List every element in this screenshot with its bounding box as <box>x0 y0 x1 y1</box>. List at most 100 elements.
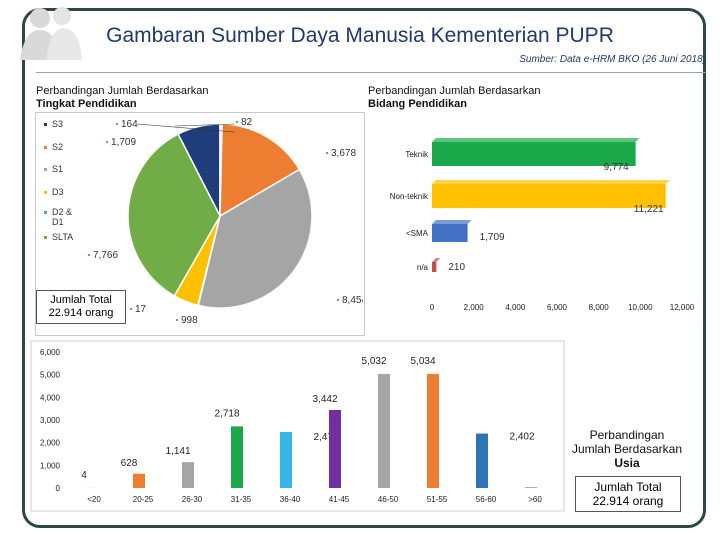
pie-data-label: 3,678 <box>331 148 356 159</box>
age-y-tick-label: 4,000 <box>40 393 61 402</box>
pie-legend-swatch <box>44 168 47 171</box>
age-value-label: 5,032 <box>361 356 386 367</box>
field-x-tick-label: 12,000 <box>670 303 695 312</box>
title-divider <box>36 72 706 73</box>
age-y-tick-label: 0 <box>56 484 61 493</box>
age-category-label: 36-40 <box>280 495 301 504</box>
pie-total-line1: Jumlah Total <box>50 294 112 306</box>
field-bar-chart: Teknik 9,774 Non-teknik 11,221 <SMA 1,709 n/a 2… <box>390 138 695 312</box>
age-category-label: 41-45 <box>329 495 350 504</box>
field-bar <box>432 224 468 242</box>
age-category-label: 51-55 <box>427 495 448 504</box>
pie-data-marker <box>106 141 108 143</box>
pie-data-label: 1,709 <box>111 137 136 148</box>
age-title-line2: Jumlah Berdasarkan <box>571 442 683 456</box>
pie-legend-swatch <box>44 123 47 126</box>
age-value-label: 5,034 <box>410 356 435 367</box>
age-total-line2: 22.914 orang <box>592 494 664 508</box>
pie-chart: S3 S2 S1 D3 D2 &D1 SLTA 164 82 1,709 3,678 7,766 8,… <box>44 117 363 326</box>
slide-frame <box>22 8 706 528</box>
pie-legend-label: D1 <box>52 217 64 227</box>
field-x-tick-label: 2,000 <box>464 303 485 312</box>
age-value-label: 628 <box>121 458 138 469</box>
pie-data-marker <box>236 121 238 123</box>
field-bar <box>432 142 636 166</box>
pie-total-line2: 22.914 orang <box>48 307 114 319</box>
pie-data-label: 8,454 <box>342 295 363 306</box>
pie-legend-swatch <box>44 146 47 149</box>
age-value-label: 4 <box>81 470 87 481</box>
pie-legend-swatch <box>44 211 47 214</box>
field-title-line2: Bidang Pendidikan <box>368 98 468 110</box>
bar-top-face <box>432 180 670 184</box>
age-bar <box>329 409 341 488</box>
pie-total-box: Jumlah Total 22.914 orang <box>36 290 126 324</box>
people-silhouette-icon <box>20 7 82 60</box>
pie-legend-label: S2 <box>52 142 63 152</box>
bar-top-face <box>432 138 640 142</box>
field-value-label: 1,709 <box>480 232 505 243</box>
pie-legend-label: D3 <box>52 187 64 197</box>
age-title-line3: Usia <box>614 456 640 470</box>
field-value-label: 210 <box>448 262 465 273</box>
age-bar <box>280 431 292 488</box>
field-value-label: 11,221 <box>634 204 664 215</box>
field-bar <box>432 262 437 272</box>
pie-data-marker <box>337 299 339 301</box>
age-value-label: 3,442 <box>312 394 337 405</box>
field-x-tick-label: 8,000 <box>589 303 610 312</box>
age-value-label: 2,718 <box>214 408 239 419</box>
page-title: Gambaran Sumber Daya Manusia Kementerian… <box>106 24 614 47</box>
field-chart-title: Perbandingan Jumlah Berdasarkan Bidang P… <box>368 85 540 111</box>
age-title-line1: Perbandingan <box>589 428 665 442</box>
age-total-box: Jumlah Total 22.914 orang <box>575 476 681 512</box>
pie-data-marker <box>116 123 118 125</box>
pie-data-marker <box>176 319 178 321</box>
age-y-tick-label: 3,000 <box>40 416 61 425</box>
pie-legend-swatch <box>44 191 47 194</box>
age-bar <box>231 426 243 488</box>
pie-data-marker <box>130 308 132 310</box>
pie-slice <box>197 168 313 309</box>
pie-data-label: 998 <box>181 315 198 326</box>
age-value-label: 1,141 <box>165 446 190 457</box>
field-category-label: Non-teknik <box>390 192 429 201</box>
age-total-line1: Jumlah Total <box>594 480 662 494</box>
age-bar <box>182 462 194 488</box>
field-category-label: n/a <box>417 263 429 272</box>
age-category-label: 46-50 <box>378 495 399 504</box>
age-y-tick-label: 5,000 <box>40 371 61 380</box>
age-category-label: 20-25 <box>133 495 154 504</box>
pie-data-label: 17 <box>135 304 147 315</box>
pie-slice <box>127 133 221 297</box>
field-x-tick-label: 6,000 <box>547 303 568 312</box>
field-category-label: <SMA <box>406 229 429 238</box>
pie-legend-label: S3 <box>52 119 63 129</box>
field-x-tick-label: 10,000 <box>628 303 653 312</box>
age-category-label: 26-30 <box>182 495 203 504</box>
field-value-label: 9,774 <box>604 162 629 173</box>
age-bar <box>378 373 390 488</box>
age-y-tick-label: 1,000 <box>40 461 61 470</box>
pie-leader-line <box>174 123 236 127</box>
pie-title-line2: Tingkat Pendidikan <box>36 98 137 110</box>
pie-data-label: 164 <box>121 119 138 130</box>
age-category-label: 56-60 <box>476 495 497 504</box>
pie-data-label: 82 <box>241 117 253 128</box>
age-chart-border <box>30 340 565 512</box>
pie-legend-label: S1 <box>52 164 63 174</box>
field-x-tick-label: 4,000 <box>505 303 526 312</box>
pie-title-line1: Perbandingan Jumlah Berdasarkan <box>36 85 209 97</box>
source-note: Sumber: Data e-HRM BKO (26 Juni 2018) <box>519 54 706 65</box>
bar-top-face <box>432 258 441 262</box>
pie-legend-label: SLTA <box>52 232 73 242</box>
age-category-label: >60 <box>528 495 542 504</box>
age-bar <box>476 433 488 488</box>
age-y-tick-label: 2,000 <box>40 439 61 448</box>
age-y-tick-label: 6,000 <box>40 348 61 357</box>
pie-data-label: 7,766 <box>93 250 118 261</box>
pie-legend-swatch <box>44 236 47 239</box>
age-chart-title: Perbandingan Jumlah Berdasarkan Usia <box>566 428 688 470</box>
field-title-line1: Perbandingan Jumlah Berdasarkan <box>368 85 541 97</box>
age-value-label: 2,402 <box>509 432 534 443</box>
